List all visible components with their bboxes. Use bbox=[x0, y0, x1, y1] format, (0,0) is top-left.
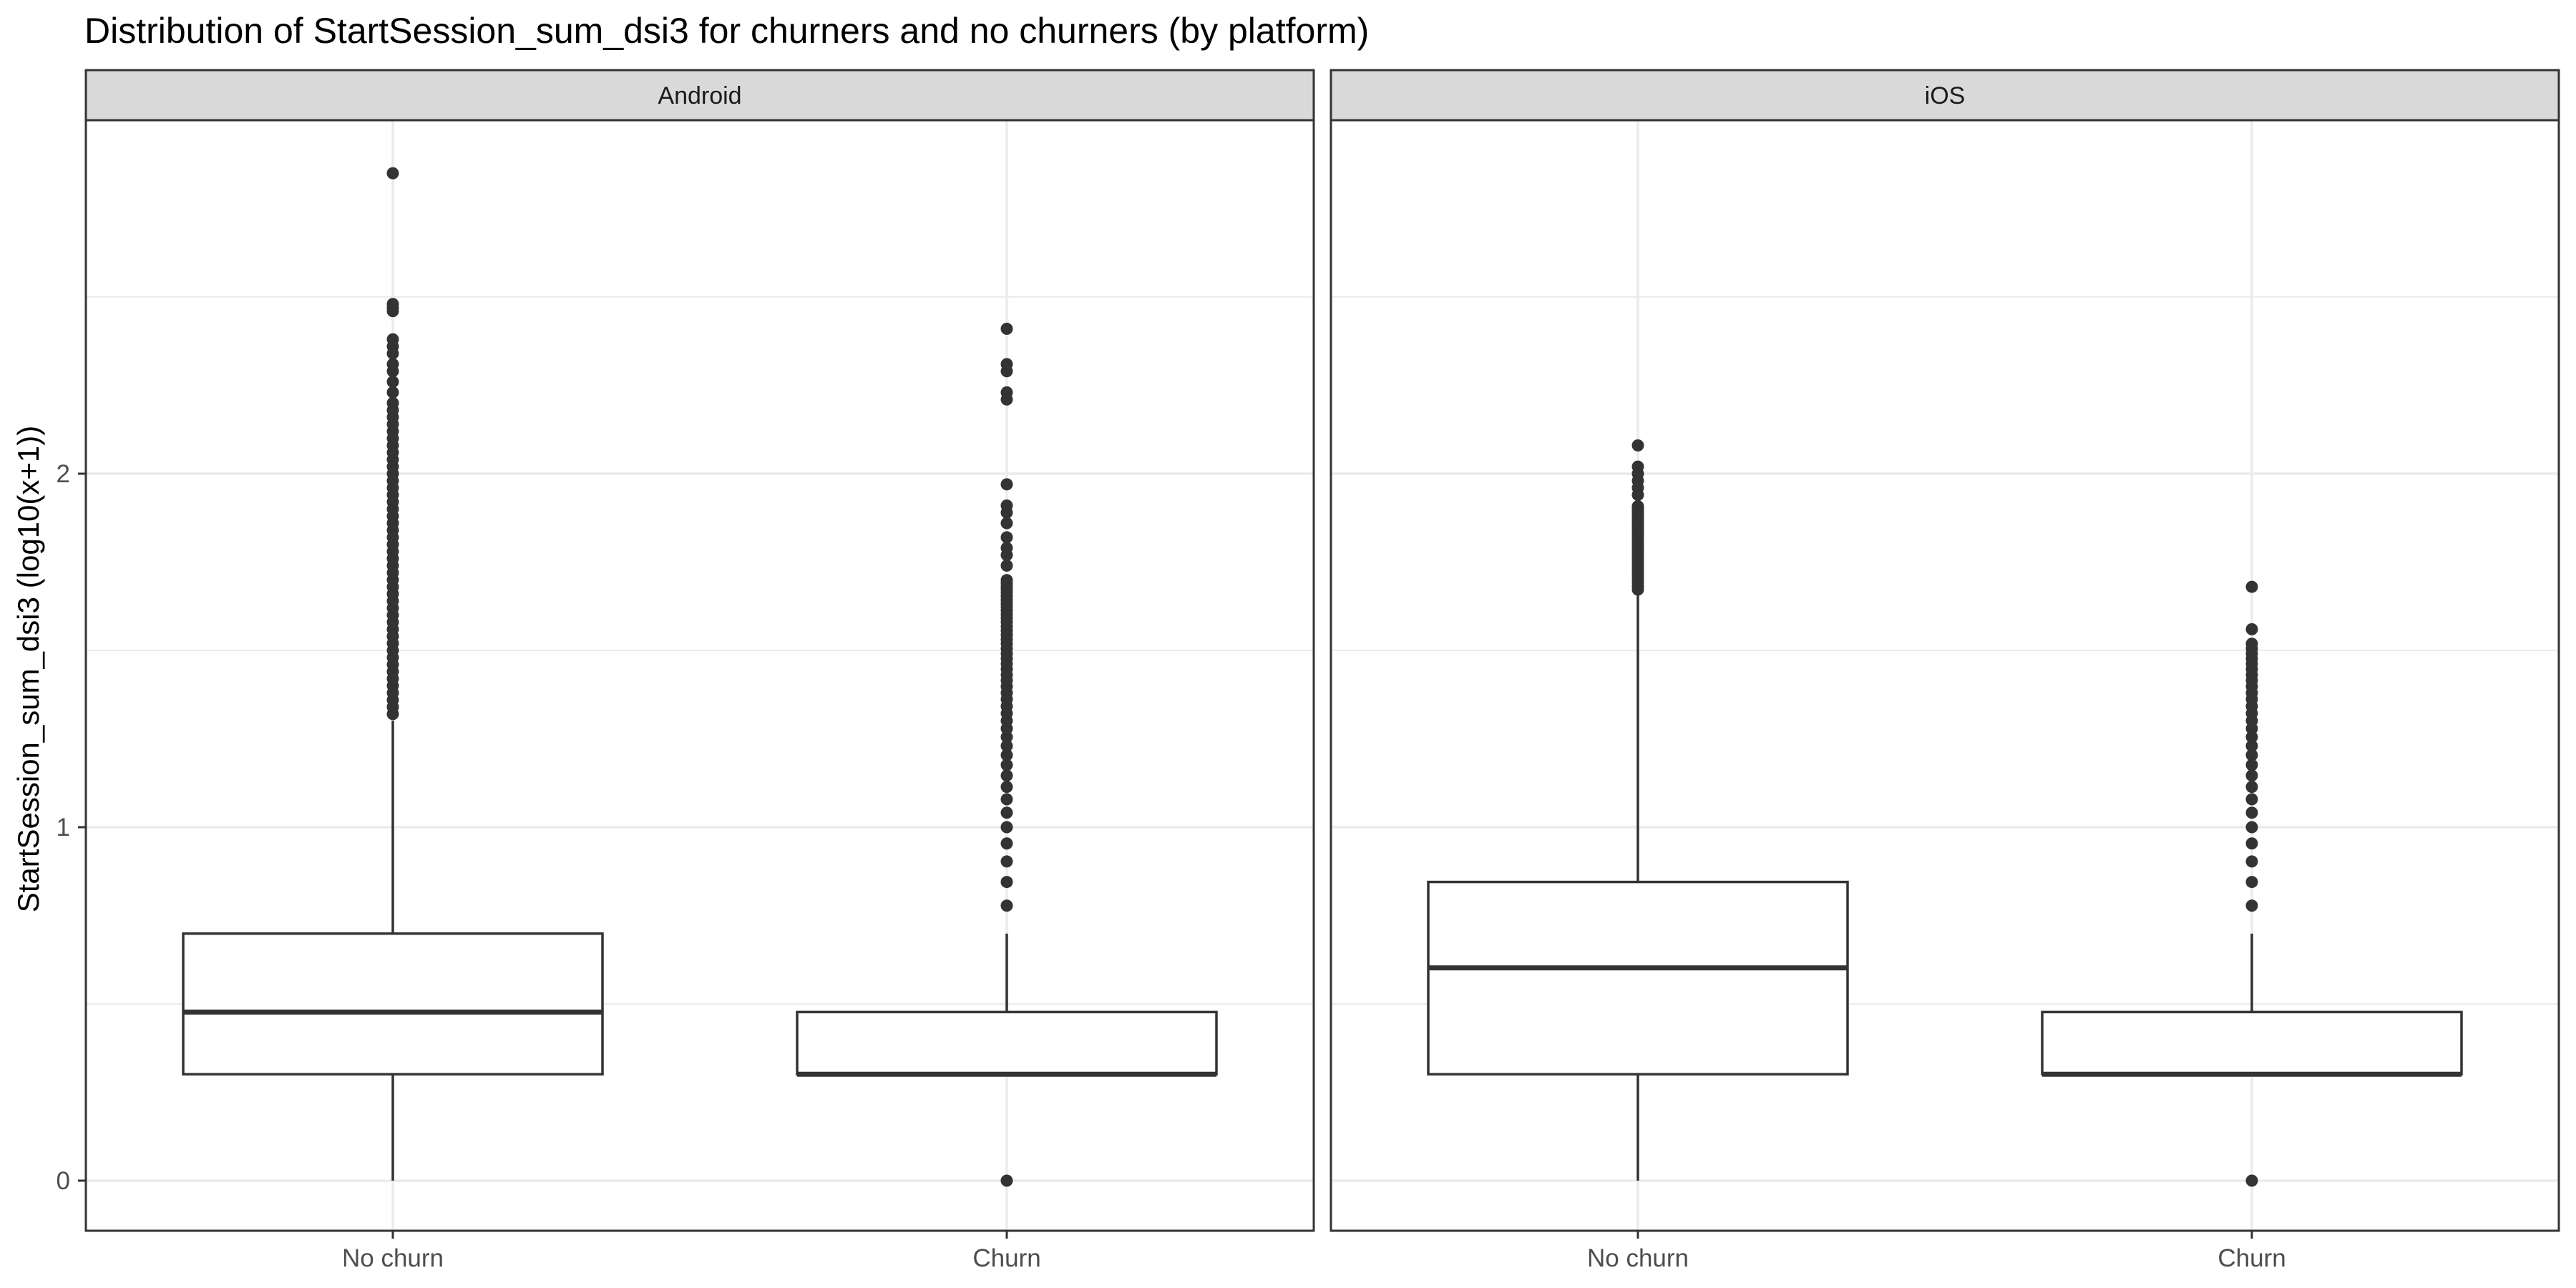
x-tick-label: No churn bbox=[1587, 1244, 1689, 1272]
outliers bbox=[386, 167, 399, 721]
chart-title: Distribution of StartSession_sum_dsi3 fo… bbox=[84, 11, 1369, 51]
outlier-point bbox=[2245, 793, 2258, 806]
facet-strip bbox=[1330, 69, 2560, 122]
outlier-point bbox=[2245, 821, 2258, 834]
outlier-point bbox=[2245, 781, 2258, 794]
facet-panels: Android No churn Churn iOS No churn Churn 0 1 2 bbox=[57, 69, 2560, 1272]
outlier-point bbox=[1000, 748, 1013, 761]
outlier-point bbox=[1631, 499, 1644, 512]
box-body bbox=[2041, 1010, 2463, 1076]
outlier-point bbox=[1000, 899, 1013, 912]
facet-panel-ios: iOS No churn Churn bbox=[1330, 69, 2560, 1272]
outlier-point bbox=[1000, 574, 1013, 587]
outlier-point bbox=[2245, 748, 2258, 761]
outlier-point bbox=[386, 298, 399, 311]
facet-panel-android: Android No churn Churn bbox=[84, 69, 1315, 1272]
outlier-point bbox=[1000, 758, 1013, 771]
outlier-point bbox=[2245, 739, 2258, 752]
outlier-point bbox=[386, 376, 399, 389]
outlier-point bbox=[1000, 478, 1013, 491]
outlier-point bbox=[2245, 758, 2258, 771]
outlier-point bbox=[1000, 793, 1013, 806]
outlier-point bbox=[1000, 837, 1013, 850]
facet-strip-label: Android bbox=[658, 82, 741, 109]
outlier-point bbox=[1000, 781, 1013, 794]
x-tick-label: No churn bbox=[342, 1244, 444, 1272]
x-tick-label: Churn bbox=[2218, 1244, 2285, 1272]
y-tick-label: 0 bbox=[57, 1167, 70, 1195]
outlier-point bbox=[1000, 769, 1013, 782]
outlier-point bbox=[2245, 623, 2258, 635]
outlier-point bbox=[1000, 731, 1013, 743]
outliers bbox=[2245, 580, 2258, 1187]
y-tick-label: 2 bbox=[57, 460, 70, 488]
outlier-point bbox=[386, 358, 399, 371]
outlier-point bbox=[2245, 837, 2258, 850]
box-no-churn bbox=[1427, 439, 1849, 1181]
outlier-point bbox=[2245, 899, 2258, 912]
box-no-churn bbox=[182, 167, 604, 1181]
y-axis: 0 1 2 bbox=[57, 460, 86, 1195]
outlier-point bbox=[1000, 559, 1013, 572]
outliers bbox=[1631, 439, 1644, 596]
outlier-point bbox=[386, 396, 399, 409]
outlier-point bbox=[1631, 460, 1644, 473]
x-tick-label: Churn bbox=[972, 1244, 1040, 1272]
outlier-point bbox=[1000, 499, 1013, 512]
outlier-point bbox=[1000, 517, 1013, 530]
outlier-point bbox=[1000, 1174, 1013, 1187]
outlier-point bbox=[1000, 876, 1013, 889]
outlier-point bbox=[386, 333, 399, 346]
outlier-point bbox=[1000, 542, 1013, 555]
outlier-point bbox=[1000, 806, 1013, 819]
outlier-point bbox=[2245, 876, 2258, 889]
facet-strip-label: iOS bbox=[1925, 82, 1966, 109]
box-body bbox=[182, 932, 604, 1076]
outlier-point bbox=[1000, 386, 1013, 399]
box-body bbox=[1427, 880, 1849, 1076]
outlier-point bbox=[1000, 821, 1013, 834]
outlier-point bbox=[1631, 439, 1644, 452]
box-body bbox=[796, 1010, 1218, 1076]
outlier-point bbox=[386, 386, 399, 399]
outlier-point bbox=[2245, 731, 2258, 743]
outlier-point bbox=[1000, 322, 1013, 335]
y-tick-label: 1 bbox=[57, 814, 70, 841]
outlier-point bbox=[2245, 769, 2258, 782]
outlier-point bbox=[2245, 638, 2258, 650]
outlier-point bbox=[1000, 531, 1013, 544]
outlier-point bbox=[2245, 855, 2258, 868]
facet-strip bbox=[84, 69, 1315, 122]
outliers bbox=[1000, 322, 1013, 1187]
box-churn bbox=[796, 322, 1218, 1187]
y-axis-label: StartSession_sum_dsi3 (log10(x+1)) bbox=[11, 426, 45, 913]
outlier-point bbox=[386, 167, 399, 180]
outlier-point bbox=[1000, 739, 1013, 752]
outlier-point bbox=[1000, 358, 1013, 371]
outlier-point bbox=[2245, 806, 2258, 819]
box-churn bbox=[2041, 580, 2463, 1187]
outlier-point bbox=[2245, 1174, 2258, 1187]
outlier-point bbox=[1000, 855, 1013, 868]
outlier-point bbox=[2245, 580, 2258, 593]
